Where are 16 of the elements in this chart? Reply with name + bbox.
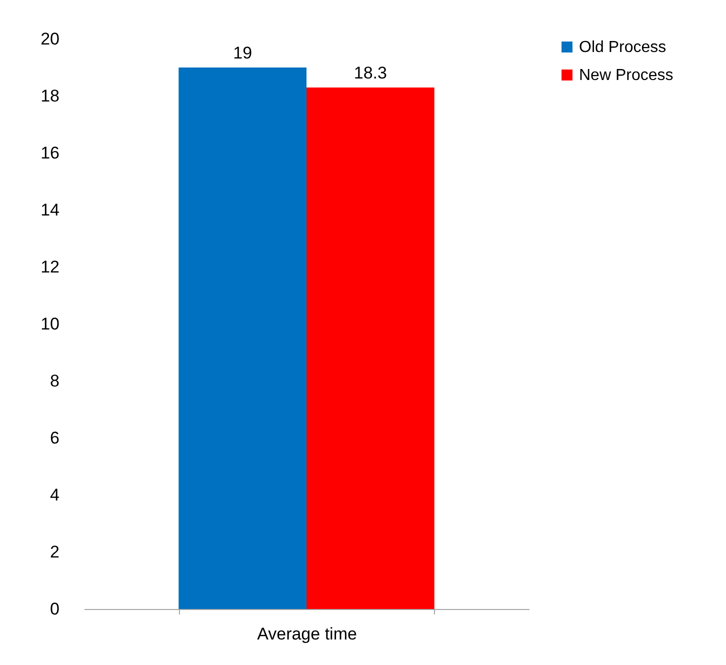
y-tick-label: 16 [40, 144, 60, 162]
y-tick-label: 4 [50, 486, 60, 504]
data-label: 19 [233, 44, 252, 62]
y-tick-label: 18 [40, 86, 60, 106]
y-tick-label: 14 [40, 200, 60, 220]
y-tick-label: 8 [50, 372, 60, 390]
legend-label: Old Process [579, 39, 666, 56]
y-tick-label: 6 [50, 428, 60, 448]
y-tick-label: 0 [50, 600, 60, 618]
y-tick-label: 12 [40, 258, 60, 276]
x-tick-label: Average time [257, 624, 357, 644]
y-tick-label: 2 [50, 542, 60, 562]
y-tick-label: 10 [40, 314, 60, 334]
y-tick-label: 20 [40, 30, 60, 48]
legend-label: New Process [579, 67, 674, 84]
data-label: 18.3 [354, 63, 387, 82]
